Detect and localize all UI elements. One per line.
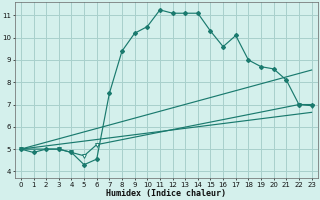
X-axis label: Humidex (Indice chaleur): Humidex (Indice chaleur) bbox=[106, 189, 226, 198]
